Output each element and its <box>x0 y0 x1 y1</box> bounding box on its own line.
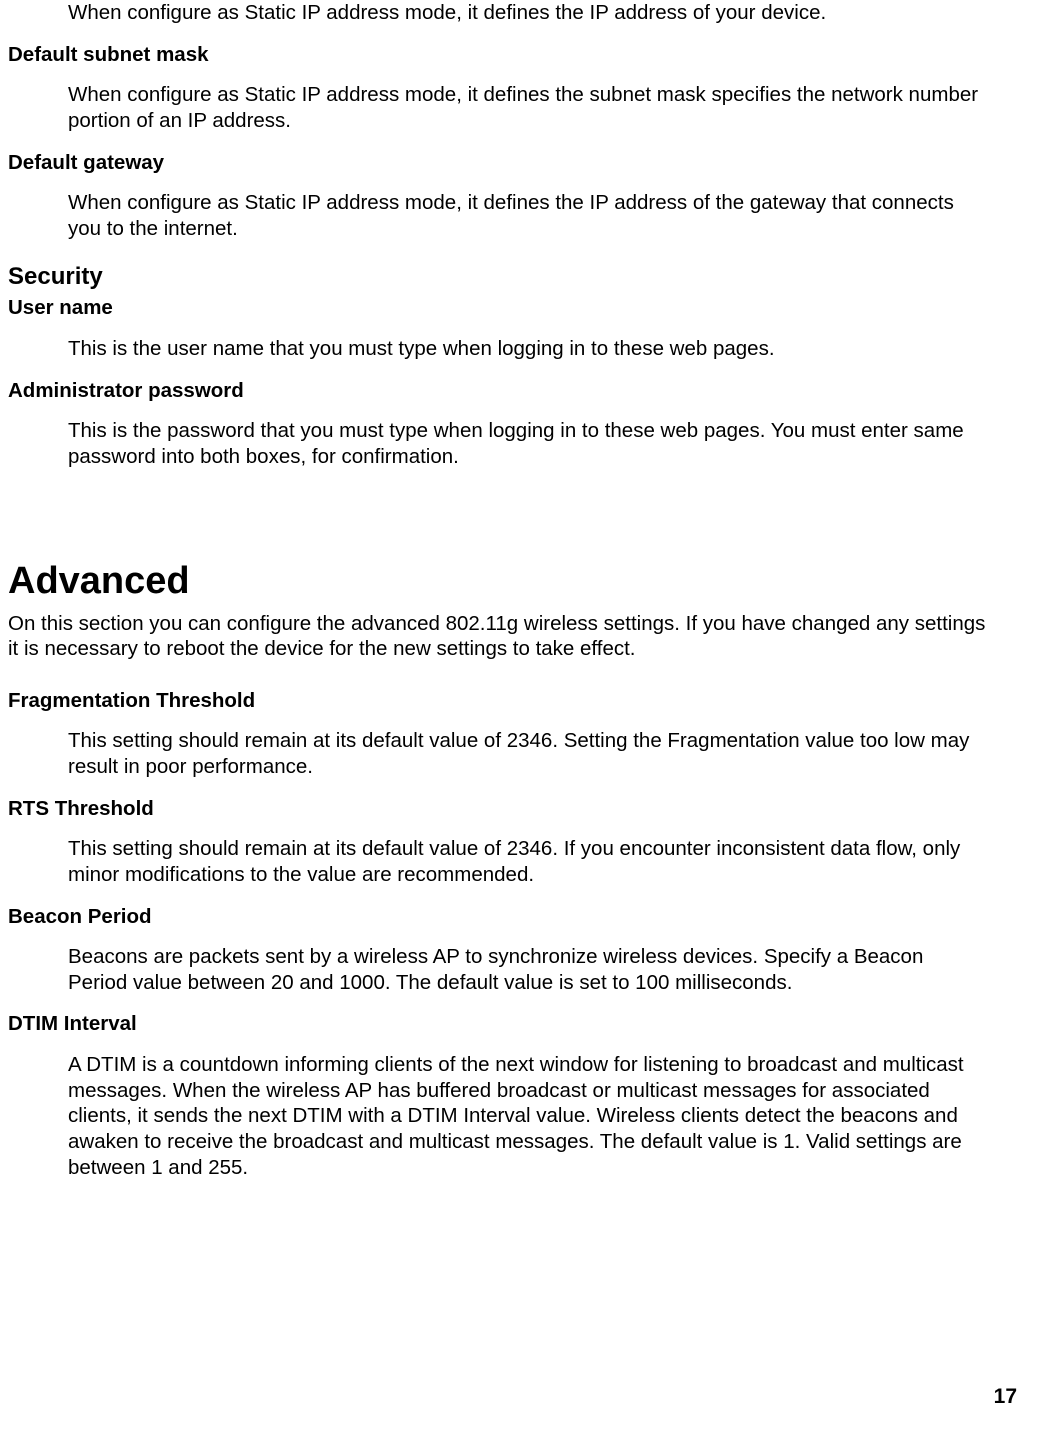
rts-description: This setting should remain at its defaul… <box>68 836 987 887</box>
security-heading: Security <box>8 263 987 291</box>
advanced-heading: Advanced <box>8 560 987 603</box>
username-description: This is the user name that you must type… <box>68 336 987 362</box>
gateway-label: Default gateway <box>8 150 987 177</box>
beacon-label: Beacon Period <box>8 904 987 931</box>
admin-password-label: Administrator password <box>8 378 987 405</box>
admin-password-description: This is the password that you must type … <box>68 418 987 469</box>
subnet-mask-label: Default subnet mask <box>8 42 987 69</box>
fragmentation-description: This setting should remain at its defaul… <box>68 728 987 779</box>
fragmentation-label: Fragmentation Threshold <box>8 688 987 715</box>
dtim-description: A DTIM is a countdown informing clients … <box>68 1052 987 1180</box>
advanced-intro: On this section you can configure the ad… <box>8 611 987 662</box>
page-number: 17 <box>994 1385 1017 1409</box>
subnet-mask-description: When configure as Static IP address mode… <box>68 82 987 133</box>
beacon-description: Beacons are packets sent by a wireless A… <box>68 944 987 995</box>
username-label: User name <box>8 295 987 322</box>
gateway-description: When configure as Static IP address mode… <box>68 190 987 241</box>
ip-address-description: When configure as Static IP address mode… <box>68 0 987 26</box>
dtim-label: DTIM Interval <box>8 1011 987 1038</box>
rts-label: RTS Threshold <box>8 796 987 823</box>
